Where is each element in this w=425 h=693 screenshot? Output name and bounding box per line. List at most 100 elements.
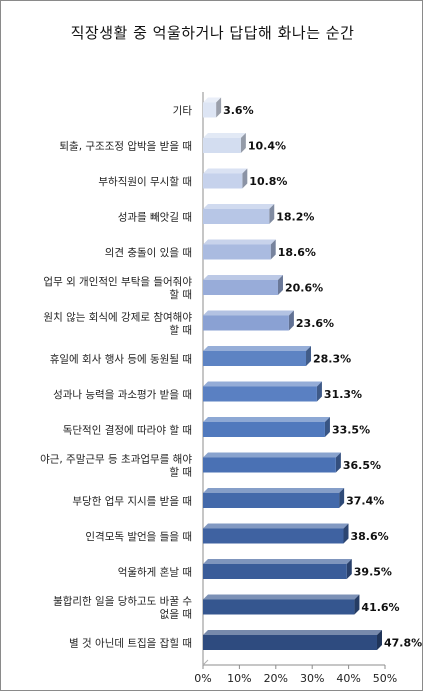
bar-front [203, 564, 347, 579]
bar [203, 168, 248, 189]
category-label: 억울하게 혼날 때 [118, 566, 192, 579]
category-label-line: 별 것 아닌데 트집을 잡힐 때 [69, 637, 192, 650]
bar-top [203, 97, 222, 103]
category-label: 인격모독 발언을 들을 때 [85, 530, 192, 543]
bar-side [216, 97, 222, 118]
bar-front [203, 422, 325, 437]
bar-side [376, 630, 382, 650]
category-label: 휴일에 회사 행사 등에 동원될 때 [50, 353, 192, 366]
category-label-line: 부하직원이 무시할 때 [98, 175, 192, 188]
value-label: 18.2% [276, 211, 314, 224]
bar [203, 239, 276, 260]
value-label: 3.6% [223, 104, 254, 117]
x-tick-label: 10% [227, 672, 251, 685]
bar-side [335, 452, 341, 473]
category-label-line: 없을 때 [160, 608, 192, 621]
bar [203, 204, 275, 224]
bar-front [203, 315, 289, 331]
bar [203, 559, 352, 579]
bar-side [288, 310, 294, 331]
bar-top [203, 594, 360, 600]
bar-top [203, 381, 322, 387]
bar [203, 523, 349, 544]
bar-top [203, 559, 352, 564]
bar-front [203, 209, 270, 224]
category-label: 부당한 업무 지시를 받을 때 [72, 495, 192, 508]
value-label: 10.8% [249, 175, 287, 188]
bar-top [203, 452, 341, 458]
x-tick-label: 0% [194, 672, 211, 685]
bar-side [339, 488, 345, 508]
category-label-line: 휴일에 회사 행사 등에 동원될 때 [50, 353, 192, 366]
bar-side [324, 417, 330, 437]
bar [203, 133, 246, 153]
bar-front [203, 244, 271, 260]
category-label: 성과를 빼앗길 때 [118, 211, 192, 224]
category-label-line: 퇴출, 구조조정 압박을 받을 때 [59, 140, 192, 153]
bar [203, 417, 330, 437]
category-label-line: 할 때 [169, 289, 192, 301]
x-tick-label: 50% [373, 672, 397, 685]
category-label: 부하직원이 무시할 때 [98, 175, 192, 188]
category-label-line: 성과나 능력을 과소평가 받을 때 [53, 389, 192, 401]
category-label-line: 억울하게 혼날 때 [118, 566, 192, 579]
bar-top [203, 204, 275, 209]
value-labels: 3.6% 10.4% 10.8% 18.2% 18.6% 20.6% 23.6% 28.3% 3… [223, 104, 422, 650]
bar-top [203, 630, 382, 635]
category-label-line: 의견 충돌이 있을 때 [105, 247, 192, 259]
category-label-line: 성과를 빼앗길 때 [118, 211, 192, 224]
category-label-line: 불합리한 일을 당하고도 바꿀 수 [53, 595, 192, 608]
category-label: 독단적인 결정에 따라야 할 때 [63, 424, 192, 437]
bar-side [240, 133, 246, 153]
bar-front [203, 173, 243, 189]
bar-top [203, 239, 276, 245]
bar-side [343, 523, 349, 544]
axis-floor-edge [202, 659, 209, 666]
bar-side [306, 346, 312, 366]
value-label: 39.5% [354, 566, 392, 579]
bar [203, 275, 283, 295]
value-label: 31.3% [324, 388, 362, 401]
bar [203, 346, 312, 366]
category-label-line: 할 때 [169, 325, 192, 337]
bar-front [203, 351, 307, 366]
category-label-line: 기타 [173, 105, 193, 117]
value-label: 28.3% [313, 353, 351, 366]
bar-side [269, 204, 275, 224]
bar-side [277, 275, 283, 295]
category-label: 의견 충돌이 있을 때 [105, 247, 192, 259]
bar-top [203, 310, 294, 316]
bar-front [203, 280, 278, 295]
value-label: 10.4% [248, 140, 286, 153]
bar-top [203, 275, 283, 280]
category-label: 기타 [173, 105, 193, 117]
bar [203, 452, 341, 473]
bar-side [316, 381, 322, 402]
bar-top [203, 417, 330, 422]
category-label-line: 할 때 [169, 467, 192, 479]
category-label: 성과나 능력을 과소평가 받을 때 [53, 389, 192, 401]
bar [203, 310, 294, 331]
bar-front [203, 386, 317, 402]
bar-front [203, 457, 336, 473]
bar-side [242, 168, 248, 189]
bar-front [203, 635, 377, 650]
bar-top [203, 168, 248, 174]
bar-front [203, 138, 241, 153]
bar-top [203, 133, 246, 138]
value-label: 33.5% [332, 424, 370, 437]
bar [203, 97, 222, 118]
bar [203, 594, 360, 615]
value-label: 18.6% [278, 246, 316, 259]
bar [203, 488, 345, 508]
bar-side [354, 594, 360, 615]
category-label-line: 독단적인 결정에 따라야 할 때 [63, 424, 192, 437]
chart-title: 직장생활 중 억울하거나 답답해 화나는 순간 [70, 24, 355, 42]
bar-front [203, 528, 344, 544]
bar-front [203, 493, 340, 508]
bar [203, 381, 322, 402]
value-label: 47.8% [384, 637, 422, 650]
bar-front [203, 102, 217, 118]
